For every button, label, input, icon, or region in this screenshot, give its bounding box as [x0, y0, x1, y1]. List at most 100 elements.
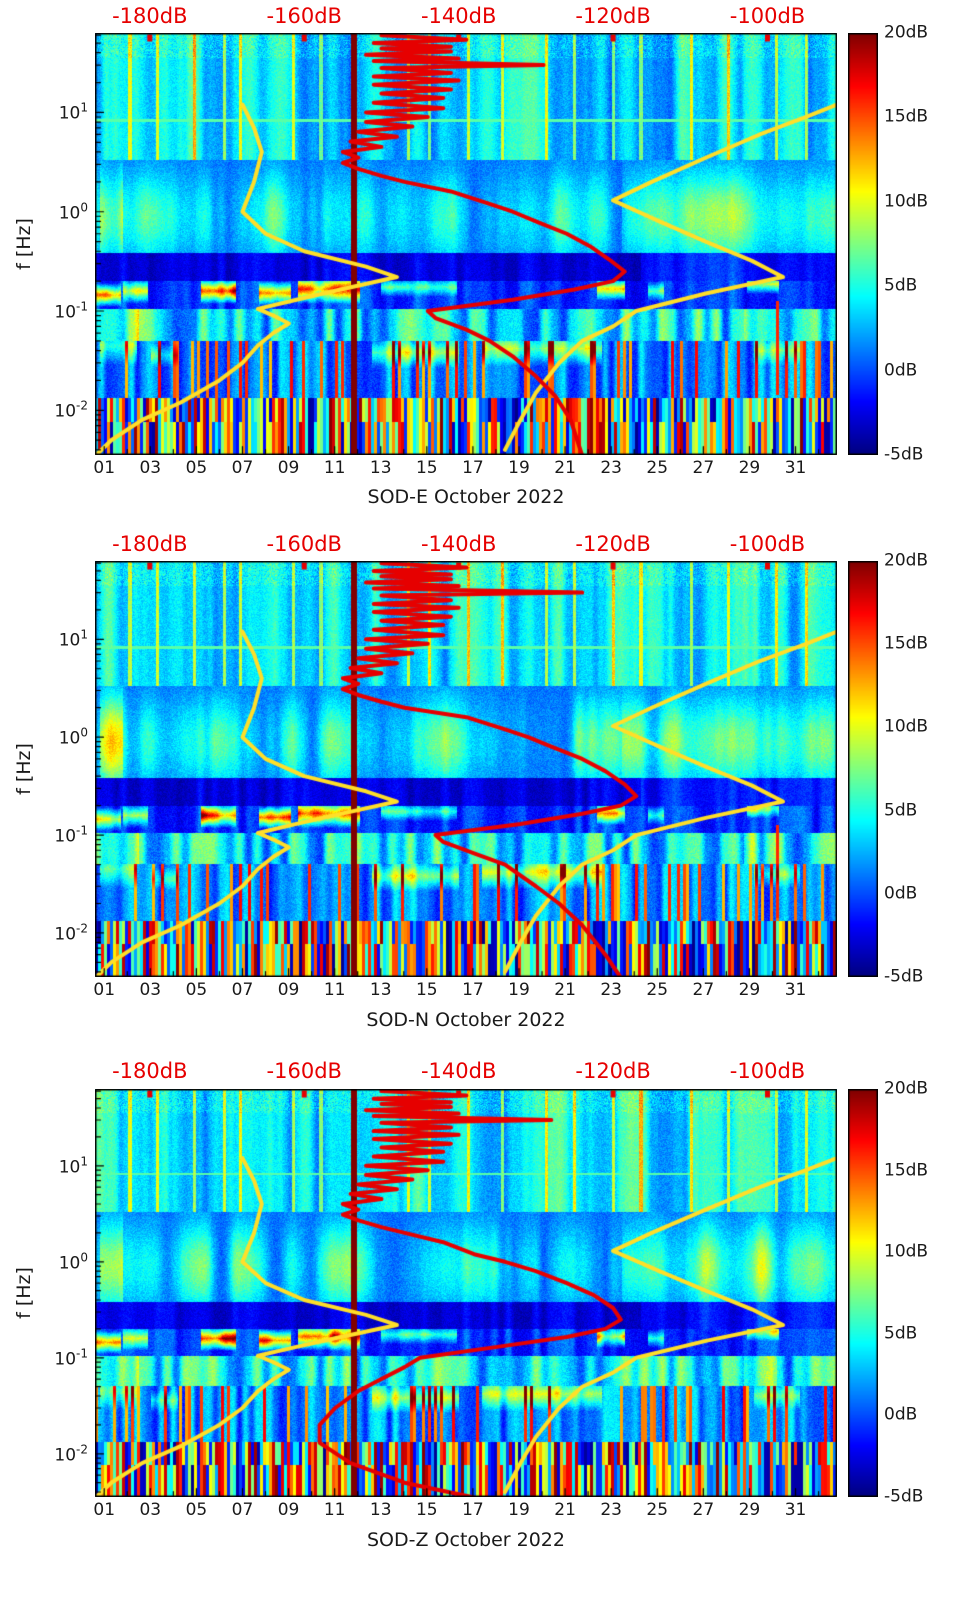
x-tick-label: 03 — [139, 458, 162, 478]
colorbar-tick-label: -5dB — [884, 966, 924, 987]
spectrogram-canvas-sod-e — [95, 33, 837, 455]
colorbar-tick-label: 15dB — [884, 633, 929, 654]
top-db-label: -160dB — [266, 532, 342, 556]
x-tick-label: 27 — [692, 1500, 715, 1520]
colorbar-tick-label: 10dB — [884, 191, 929, 212]
y-tick-label: 100 — [58, 725, 88, 749]
x-tick-label: 17 — [462, 980, 484, 1000]
top-db-label: -180dB — [112, 4, 188, 28]
y-tick-label: 10-2 — [54, 1442, 88, 1466]
y-tick-label: 101 — [58, 627, 88, 651]
x-tick-label: 09 — [277, 980, 300, 1000]
x-tick-label: 15 — [415, 980, 438, 1000]
spectrogram-canvas-sod-z — [95, 1089, 837, 1497]
colorbar-tick-label: 5dB — [884, 275, 918, 296]
colorbar-tick-label: 5dB — [884, 800, 918, 821]
y-axis-title: f [Hz] — [13, 743, 35, 795]
colorbar-tick-label: 15dB — [884, 106, 929, 127]
colorbar-tick-label: 10dB — [884, 1241, 929, 1262]
y-tick-label: 10-1 — [54, 299, 88, 323]
x-tick-label: 29 — [738, 980, 761, 1000]
top-db-label: -120dB — [575, 532, 651, 556]
y-tick-label: 10-2 — [54, 398, 88, 422]
x-tick-label: 11 — [323, 1500, 346, 1520]
x-tick-label: 11 — [323, 980, 346, 1000]
x-tick-label: 15 — [415, 1500, 438, 1520]
top-db-label: -100dB — [729, 4, 806, 28]
x-axis-title: SOD-E October 2022 — [367, 486, 565, 508]
top-db-label: -180dB — [112, 1059, 188, 1083]
y-tick-label: 101 — [58, 1154, 88, 1178]
top-db-label: -140dB — [420, 4, 497, 28]
x-tick-label: 03 — [139, 980, 162, 1000]
x-tick-label: 05 — [185, 458, 208, 478]
x-tick-label: 17 — [462, 458, 484, 478]
y-tick-label: 100 — [58, 200, 88, 224]
x-tick-label: 31 — [784, 458, 807, 478]
colorbar-tick-label: 0dB — [884, 883, 918, 904]
x-tick-label: 29 — [738, 1500, 761, 1520]
y-tick-label: 10-2 — [54, 921, 88, 945]
y-tick-label: 10-1 — [54, 1346, 88, 1370]
x-tick-label: 25 — [646, 458, 669, 478]
y-tick-label: 101 — [58, 101, 88, 124]
x-tick-label: 15 — [415, 458, 438, 478]
colorbar-canvas-sod-n — [848, 561, 878, 977]
x-tick-label: 21 — [554, 458, 576, 478]
colorbar-tick-label: -5dB — [884, 444, 924, 465]
x-tick-label: 27 — [692, 980, 715, 1000]
x-tick-label: 31 — [784, 1500, 807, 1520]
top-db-label: -140dB — [420, 1059, 497, 1083]
top-db-label: -120dB — [575, 4, 651, 28]
x-tick-label: 13 — [369, 980, 392, 1000]
top-db-label: -120dB — [575, 1059, 651, 1083]
x-tick-label: 13 — [369, 1500, 392, 1520]
colorbar-tick-label: -5dB — [884, 1486, 924, 1507]
colorbar-tick-label: 20dB — [884, 1078, 929, 1099]
x-tick-label: 09 — [277, 1500, 300, 1520]
top-db-label: -160dB — [266, 1059, 342, 1083]
x-tick-label: 27 — [692, 458, 715, 478]
x-tick-label: 17 — [462, 1500, 484, 1520]
top-db-label: -100dB — [729, 1059, 806, 1083]
colorbar-tick-label: 10dB — [884, 716, 929, 737]
colorbar-tick-label: 15dB — [884, 1160, 929, 1181]
y-axis-title: f [Hz] — [13, 1267, 35, 1319]
top-db-label: -180dB — [112, 532, 188, 556]
x-tick-label: 03 — [139, 1500, 162, 1520]
x-tick-label: 09 — [277, 458, 300, 478]
x-tick-label: 05 — [185, 1500, 208, 1520]
x-tick-label: 01 — [93, 458, 116, 478]
x-tick-label: 07 — [231, 980, 254, 1000]
x-tick-label: 31 — [784, 980, 807, 1000]
x-axis-title: SOD-N October 2022 — [366, 1009, 566, 1031]
colorbar-tick-label: 5dB — [884, 1323, 918, 1344]
spectrogram-canvas-sod-n — [95, 561, 837, 977]
x-tick-label: 25 — [646, 980, 669, 1000]
colorbar-tick-label: 0dB — [884, 360, 918, 381]
x-tick-label: 01 — [93, 980, 116, 1000]
x-tick-label: 19 — [508, 458, 530, 478]
x-tick-label: 23 — [600, 980, 622, 1000]
y-tick-label: 100 — [58, 1250, 88, 1274]
top-db-label: -100dB — [729, 532, 806, 556]
x-tick-label: 23 — [600, 458, 622, 478]
x-tick-label: 07 — [231, 1500, 254, 1520]
x-tick-label: 01 — [93, 1500, 116, 1520]
colorbar-canvas-sod-e — [848, 33, 878, 455]
y-axis-title: f [Hz] — [13, 218, 35, 270]
top-db-label: -160dB — [266, 4, 342, 28]
x-tick-label: 21 — [554, 1500, 576, 1520]
x-tick-label: 29 — [738, 458, 761, 478]
x-tick-label: 23 — [600, 1500, 622, 1520]
x-tick-label: 19 — [508, 980, 530, 1000]
x-tick-label: 13 — [369, 458, 392, 478]
colorbar-tick-label: 0dB — [884, 1404, 918, 1425]
x-tick-label: 19 — [508, 1500, 530, 1520]
x-tick-label: 25 — [646, 1500, 669, 1520]
x-axis-title: SOD-Z October 2022 — [367, 1529, 565, 1551]
x-tick-label: 07 — [231, 458, 254, 478]
colorbar-canvas-sod-z — [848, 1089, 878, 1497]
y-tick-label: 10-1 — [54, 823, 88, 847]
